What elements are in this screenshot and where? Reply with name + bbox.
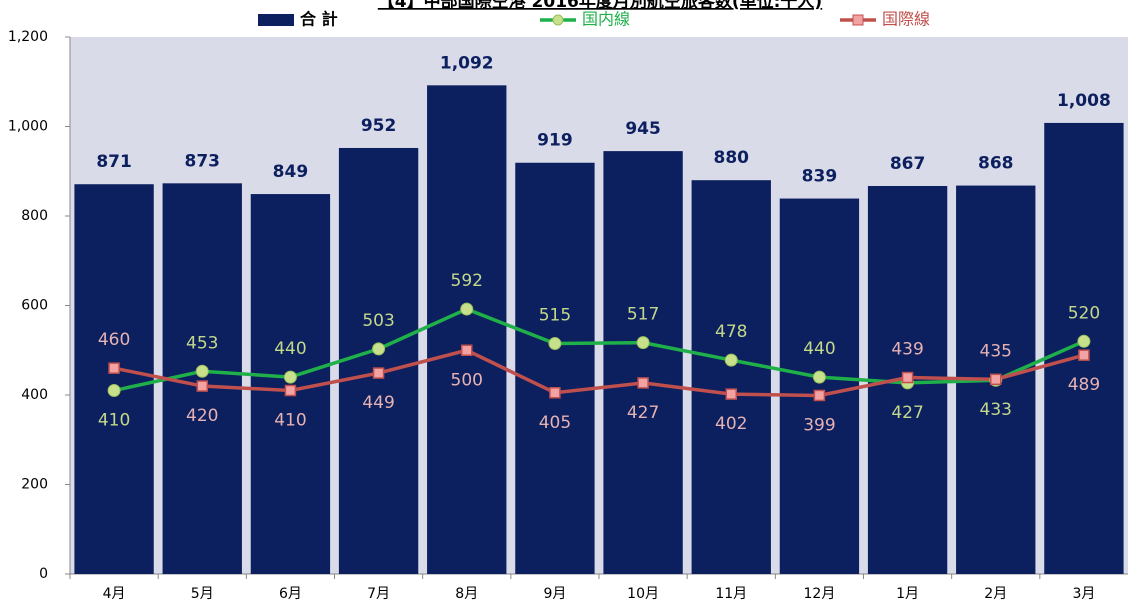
legend-marker <box>552 14 564 26</box>
bar-value-label: 945 <box>625 119 661 139</box>
y-tick-label: 200 <box>21 477 48 493</box>
marker <box>284 384 297 397</box>
marker <box>901 371 914 384</box>
marker <box>549 387 561 399</box>
line-value-label: 515 <box>539 306 571 326</box>
line-value-label: 440 <box>803 339 835 359</box>
bar <box>779 198 860 575</box>
bar-value-label: 952 <box>361 116 397 136</box>
line-value-label: 440 <box>274 339 306 359</box>
x-tick-label: 12月 <box>804 586 836 602</box>
line-value-label: 402 <box>715 414 747 434</box>
marker <box>108 362 120 374</box>
line-value-label: 433 <box>980 400 1012 420</box>
legend-label: 国際線 <box>882 10 930 29</box>
x-tick-label: 5月 <box>191 586 214 602</box>
legend-swatch <box>258 14 294 26</box>
line-value-label: 489 <box>1068 375 1100 395</box>
x-tick-label: 11月 <box>715 586 747 602</box>
bar-value-label: 839 <box>802 167 838 187</box>
marker <box>1078 349 1090 361</box>
y-tick-label: 800 <box>21 208 48 224</box>
bar-value-label: 873 <box>185 151 221 171</box>
x-tick-label: 9月 <box>543 586 566 602</box>
marker <box>196 380 208 392</box>
bar-value-label: 849 <box>273 162 309 182</box>
marker <box>195 364 209 378</box>
marker <box>372 367 385 379</box>
marker <box>460 302 474 316</box>
bar-value-label: 1,008 <box>1057 91 1111 111</box>
line-value-label: 410 <box>98 411 130 431</box>
line-value-label: 503 <box>362 311 394 331</box>
marker <box>283 370 297 384</box>
y-tick-label: 0 <box>39 566 48 582</box>
y-tick-label: 600 <box>21 298 48 314</box>
line-value-label: 410 <box>274 411 306 431</box>
line-value-label: 517 <box>627 305 659 325</box>
x-tick-label: 1月 <box>896 586 919 602</box>
x-tick-label: 2月 <box>984 586 1007 602</box>
x-tick-label: 10月 <box>627 586 659 602</box>
y-tick-label: 1,200 <box>8 29 48 45</box>
y-tick-label: 1,000 <box>8 119 48 135</box>
marker <box>813 389 826 402</box>
bar <box>603 151 683 575</box>
line-value-label: 435 <box>980 341 1012 361</box>
line-value-label: 405 <box>539 413 571 433</box>
x-tick-label: 4月 <box>103 586 126 602</box>
bar-value-label: 867 <box>890 154 926 174</box>
legend-label: 国内線 <box>582 10 630 29</box>
x-tick-label: 7月 <box>367 586 390 602</box>
chart-title: 【4】中部国際空港 2016年度月別航空旅客数(単位:千人) <box>378 0 822 12</box>
marker <box>107 384 121 398</box>
marker <box>1077 334 1091 348</box>
plot-area <box>70 37 1128 574</box>
marker <box>725 388 737 400</box>
x-tick-label: 6月 <box>279 586 302 602</box>
bar <box>515 162 595 574</box>
bar-value-label: 880 <box>714 148 750 168</box>
bar-value-label: 1,092 <box>440 53 494 73</box>
marker <box>636 336 650 350</box>
bar <box>427 85 507 574</box>
marker <box>990 373 1002 386</box>
line-value-label: 427 <box>627 403 659 423</box>
marker <box>548 337 562 351</box>
legend-marker <box>852 14 864 26</box>
line-value-label: 427 <box>891 403 923 423</box>
bar-value-label: 868 <box>978 154 1014 174</box>
bar-value-label: 871 <box>96 152 132 172</box>
line <box>113 307 1085 393</box>
marker <box>812 370 826 384</box>
line-value-label: 453 <box>186 333 218 353</box>
bar <box>74 184 154 575</box>
bar <box>691 180 771 574</box>
marker <box>724 353 738 367</box>
line-value-label: 520 <box>1068 303 1100 323</box>
marker <box>461 344 473 356</box>
legend-label: 合 計 <box>300 10 338 29</box>
marker <box>637 377 649 389</box>
line <box>113 348 1085 398</box>
y-tick-label: 400 <box>21 387 48 403</box>
bar <box>1044 122 1124 575</box>
line-value-label: 449 <box>362 393 394 413</box>
line-value-label: 399 <box>803 415 835 435</box>
x-tick-label: 8月 <box>455 586 478 602</box>
line-value-label: 478 <box>715 322 747 342</box>
x-tick-label: 3月 <box>1072 586 1095 602</box>
line-value-label: 460 <box>98 330 130 350</box>
marker <box>372 342 386 356</box>
line-value-label: 592 <box>451 271 483 291</box>
line-value-label: 420 <box>186 406 218 426</box>
line-value-label: 500 <box>451 370 483 390</box>
line-value-label: 439 <box>891 340 923 360</box>
bar <box>338 147 419 575</box>
bar-value-label: 919 <box>537 131 573 151</box>
